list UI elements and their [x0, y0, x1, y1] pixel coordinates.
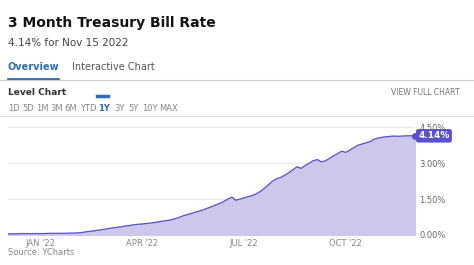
Text: 1M: 1M	[36, 104, 48, 113]
Text: VIEW FULL CHART: VIEW FULL CHART	[392, 88, 460, 97]
Text: 3Y: 3Y	[114, 104, 124, 113]
Text: 1D: 1D	[8, 104, 20, 113]
Text: 10Y: 10Y	[142, 104, 157, 113]
Text: Overview: Overview	[8, 62, 60, 72]
Text: Interactive Chart: Interactive Chart	[72, 62, 155, 72]
Text: Source: YCharts: Source: YCharts	[8, 248, 74, 257]
Text: 4.14%: 4.14%	[418, 131, 450, 140]
Text: 5D: 5D	[22, 104, 34, 113]
Text: Level Chart: Level Chart	[8, 88, 66, 97]
Text: 6M: 6M	[64, 104, 77, 113]
Text: 3 Month Treasury Bill Rate: 3 Month Treasury Bill Rate	[8, 16, 216, 30]
Text: YTD: YTD	[80, 104, 97, 113]
Text: 1Y: 1Y	[98, 104, 110, 113]
Text: MAX: MAX	[159, 104, 178, 113]
Text: 5Y: 5Y	[128, 104, 138, 113]
Text: 4.14% for Nov 15 2022: 4.14% for Nov 15 2022	[8, 38, 128, 48]
Text: 3M: 3M	[50, 104, 63, 113]
